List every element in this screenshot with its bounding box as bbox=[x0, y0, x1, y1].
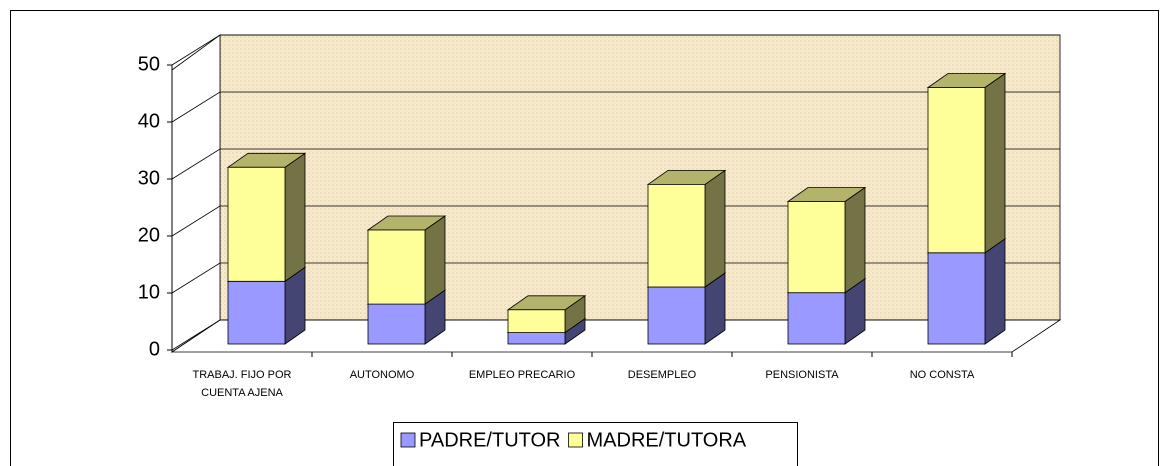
grid-line bbox=[171, 319, 1060, 351]
bar-side bbox=[984, 238, 1006, 345]
y-tick-label: 10 bbox=[138, 281, 160, 303]
legend-swatch bbox=[400, 432, 416, 448]
x-tick-label: TRABAJ. FIJO POR CUENTA AJENA bbox=[192, 369, 292, 399]
bar bbox=[927, 252, 986, 345]
bar bbox=[647, 286, 706, 345]
grid-line bbox=[171, 91, 1060, 123]
y-tick-label: 20 bbox=[138, 224, 160, 246]
legend-label: PADRE/TUTOR bbox=[419, 429, 561, 451]
side-wall bbox=[171, 34, 221, 353]
bar bbox=[927, 87, 986, 254]
bar-side bbox=[284, 152, 306, 283]
bar-side bbox=[844, 186, 866, 294]
x-tick-label: EMPLEO PRECARIO bbox=[468, 369, 576, 381]
bar bbox=[787, 201, 846, 294]
grid-line bbox=[171, 34, 1060, 66]
legend bbox=[393, 422, 798, 466]
bar bbox=[647, 183, 706, 288]
y-tick-label: 0 bbox=[149, 338, 160, 360]
bar bbox=[367, 303, 426, 345]
bar-side bbox=[424, 215, 446, 305]
bar bbox=[507, 309, 566, 333]
x-tick-label: NO CONSTA bbox=[909, 369, 975, 381]
bar bbox=[227, 166, 286, 282]
y-tick-label: 50 bbox=[138, 53, 160, 75]
legend-label: MADRE/TUTORA bbox=[587, 429, 747, 451]
grid-line bbox=[171, 205, 1060, 237]
y-tick-label: 40 bbox=[138, 110, 160, 132]
bar bbox=[227, 280, 286, 345]
bar bbox=[787, 292, 846, 345]
x-tick-label: PENSIONISTA bbox=[765, 369, 839, 381]
bar-side bbox=[704, 169, 726, 288]
bar bbox=[507, 332, 566, 345]
x-tick-label: AUTONOMO bbox=[349, 369, 415, 381]
grid-line bbox=[171, 148, 1060, 180]
bar bbox=[367, 229, 426, 305]
grid-line bbox=[171, 262, 1060, 294]
frame bbox=[10, 10, 1159, 466]
y-tick-label: 30 bbox=[138, 167, 160, 189]
x-tick-label: DESEMPLEO bbox=[627, 369, 697, 381]
bar-side bbox=[984, 72, 1006, 254]
legend-swatch bbox=[568, 432, 583, 448]
